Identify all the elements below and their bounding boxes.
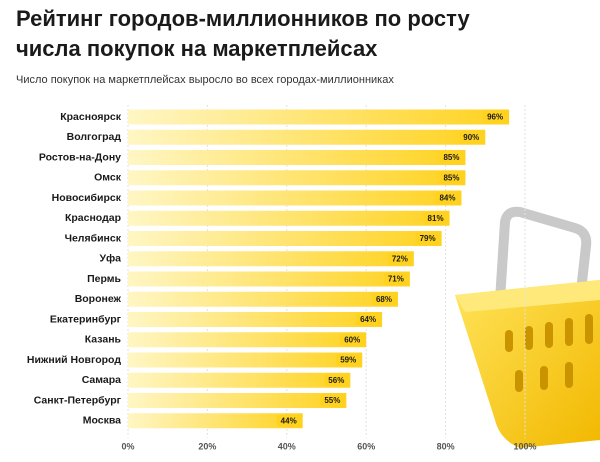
bar (128, 352, 363, 368)
value-label: 68% (376, 295, 392, 304)
bar (128, 332, 367, 348)
value-label: 60% (344, 335, 360, 344)
bar (128, 170, 466, 186)
x-tick-label: 40% (278, 441, 296, 451)
value-label: 90% (463, 133, 479, 142)
value-badge (435, 192, 460, 204)
value-badge (483, 111, 508, 123)
value-label: 56% (328, 376, 344, 385)
bar (128, 129, 486, 145)
category-label: Москва (83, 415, 121, 427)
value-badge (336, 354, 361, 366)
value-badge (439, 151, 464, 164)
value-badge (439, 171, 464, 184)
category-label: Казань (85, 334, 122, 346)
bar (128, 312, 383, 327)
category-label: Челябинск (65, 232, 122, 244)
value-label: 64% (360, 315, 376, 324)
value-label: 79% (420, 234, 436, 243)
category-label: Уфа (99, 253, 121, 265)
value-label: 85% (443, 173, 459, 182)
value-badge (423, 212, 448, 225)
bar (128, 271, 410, 287)
category-label: Воронеж (75, 293, 122, 305)
x-tick-label: 0% (121, 441, 134, 451)
value-label: 72% (392, 254, 408, 263)
category-label: Самара (82, 374, 121, 386)
value-badge (371, 293, 396, 306)
value-label: 84% (439, 194, 455, 203)
x-tick-label: 100% (513, 441, 536, 451)
basket-illustration (455, 206, 600, 448)
category-label: Ростов-на-Дону (39, 151, 121, 163)
chart-title: числа покупок на маркетплейсах (16, 36, 378, 61)
category-label: Екатеринбург (50, 313, 122, 325)
category-label: Волгоград (67, 131, 122, 143)
bar (128, 231, 442, 246)
value-badge (415, 232, 440, 245)
bar (128, 372, 351, 388)
value-label: 81% (428, 214, 444, 223)
value-badge (340, 333, 365, 346)
value-badge (356, 313, 381, 326)
value-badge (387, 252, 412, 265)
bar (128, 109, 510, 125)
bar (128, 210, 450, 226)
value-badge (459, 131, 484, 144)
chart-subtitle: Число покупок на маркетплейсах выросло в… (16, 74, 394, 86)
x-tick-label: 60% (357, 441, 375, 451)
bar (128, 393, 347, 408)
value-badge (324, 374, 349, 387)
category-label: Красноярск (60, 111, 121, 123)
bar (128, 190, 462, 206)
x-tick-label: 80% (437, 441, 455, 451)
value-badge (383, 273, 408, 285)
category-label: Пермь (87, 273, 121, 285)
value-label: 59% (340, 356, 356, 365)
value-badge (276, 414, 301, 427)
value-badge (320, 394, 345, 407)
category-label: Краснодар (65, 212, 121, 224)
x-tick-label: 20% (198, 441, 216, 451)
value-label: 71% (388, 275, 404, 284)
category-label: Санкт-Петербург (34, 394, 122, 406)
value-label: 96% (487, 113, 503, 122)
bar (128, 413, 303, 429)
chart-title: Рейтинг городов-миллионников по росту (16, 6, 470, 31)
category-label: Омск (94, 172, 122, 184)
bar (128, 291, 398, 307)
value-label: 85% (443, 153, 459, 162)
category-label: Нижний Новгород (27, 354, 121, 366)
value-label: 44% (281, 416, 297, 425)
value-label: 55% (324, 396, 340, 405)
category-label: Новосибирск (52, 192, 122, 204)
bar (128, 251, 414, 267)
bar (128, 150, 466, 165)
